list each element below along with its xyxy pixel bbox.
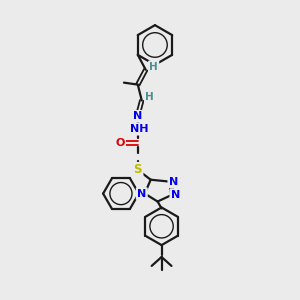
Text: N: N	[133, 111, 142, 121]
Text: S: S	[134, 163, 142, 176]
Text: O: O	[115, 138, 124, 148]
Text: H: H	[145, 92, 154, 103]
Text: H: H	[149, 62, 158, 72]
Text: NH: NH	[130, 124, 148, 134]
Text: N: N	[137, 189, 146, 199]
Text: N: N	[169, 177, 178, 187]
Text: N: N	[171, 190, 180, 200]
